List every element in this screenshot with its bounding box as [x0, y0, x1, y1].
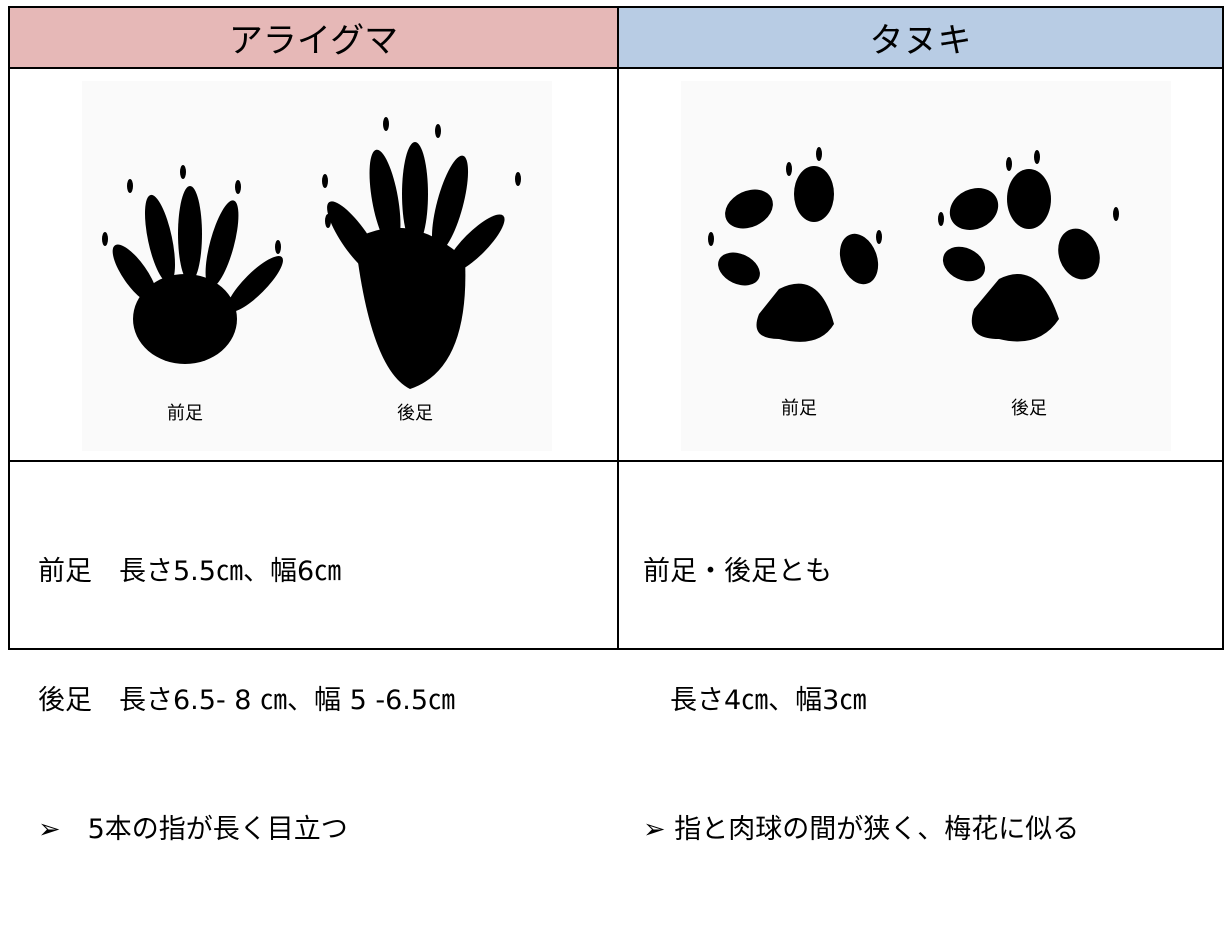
page: アライグマ タヌキ 前足 後足: [8, 6, 1224, 845]
header-cell: アライグマ: [8, 6, 619, 69]
note-line: 長さ4㎝、幅3㎝: [643, 685, 867, 716]
track-label: 後足: [397, 403, 433, 424]
note-line: 後足 長さ6.5- 8 ㎝、幅 5 -6.5㎝: [38, 685, 456, 716]
image-cell: 前足 後足: [8, 67, 619, 462]
note-cell: 前足 長さ5.5㎝、幅6㎝ 後足 長さ6.5- 8 ㎝、幅 5 -6.5㎝ ➢ …: [8, 460, 619, 845]
header-cell: タヌキ: [617, 6, 1224, 69]
note-line: ➢ 5本の指が長く目立つ: [38, 814, 348, 845]
track-label: 前足: [167, 403, 203, 424]
note-line: ➢ 指と肉球の間が狭く、梅花に似る: [643, 814, 1080, 845]
raccoon-tracks: 前足 後足: [82, 81, 552, 451]
tanuki-tracks: 前足 後足: [681, 81, 1171, 451]
note-line: 前足・後足とも: [643, 556, 832, 587]
image-cell: 前足 後足: [617, 67, 1224, 462]
note-line: 前足 長さ5.5㎝、幅6㎝: [38, 556, 342, 587]
note-cell: 前足・後足とも 長さ4㎝、幅3㎝ ➢ 指と肉球の間が狭く、梅花に似る: [617, 460, 1224, 845]
track-label: 前足: [781, 398, 817, 419]
track-label: 後足: [1011, 398, 1047, 419]
